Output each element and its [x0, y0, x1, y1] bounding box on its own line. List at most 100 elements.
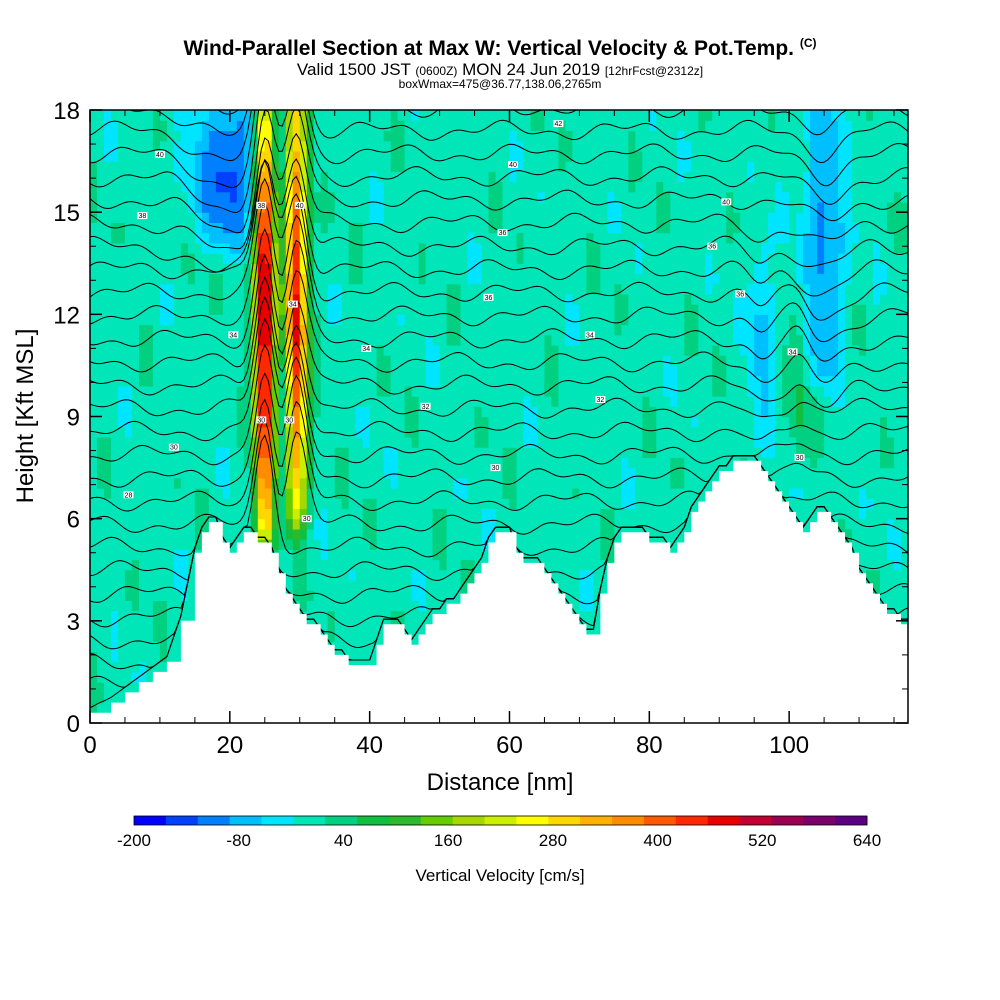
- velocity-cell: [502, 498, 511, 510]
- velocity-cell: [572, 212, 580, 223]
- velocity-cell: [229, 447, 238, 458]
- velocity-cell: [467, 426, 476, 438]
- velocity-cell: [124, 569, 133, 581]
- velocity-cell: [642, 344, 650, 356]
- velocity-cell: [348, 242, 357, 254]
- velocity-cell: [614, 130, 622, 142]
- velocity-cell: [656, 355, 664, 367]
- velocity-cell: [313, 212, 322, 223]
- velocity-cell: [229, 150, 238, 162]
- velocity-cell: [663, 314, 671, 326]
- velocity-cell: [495, 120, 504, 132]
- velocity-cell: [180, 477, 189, 489]
- velocity-cell: [264, 528, 273, 540]
- velocity-cell: [390, 365, 399, 377]
- velocity-cell: [285, 498, 294, 510]
- velocity-cell: [208, 498, 217, 510]
- velocity-cell: [96, 661, 105, 673]
- velocity-cell: [488, 334, 497, 346]
- velocity-cell: [145, 396, 154, 407]
- velocity-cell: [124, 304, 133, 315]
- velocity-cell: [390, 518, 399, 530]
- velocity-cell: [432, 508, 441, 520]
- velocity-cell: [285, 528, 294, 540]
- velocity-cell: [313, 436, 322, 448]
- velocity-cell: [614, 283, 622, 295]
- velocity-cell: [369, 191, 378, 203]
- velocity-cell: [278, 457, 287, 469]
- velocity-cell: [320, 140, 329, 152]
- velocity-cell: [124, 559, 133, 571]
- velocity-cell: [488, 181, 497, 193]
- velocity-cell: [110, 559, 119, 571]
- velocity-cell: [551, 477, 560, 489]
- velocity-cell: [537, 140, 546, 152]
- velocity-cell: [187, 436, 196, 448]
- velocity-cell: [614, 293, 622, 305]
- velocity-cell: [390, 120, 399, 132]
- velocity-cell: [383, 344, 392, 356]
- velocity-cell: [208, 406, 217, 418]
- velocity-cell: [642, 334, 650, 346]
- velocity-cell: [376, 498, 385, 510]
- velocity-cell: [544, 498, 553, 510]
- velocity-cell: [96, 385, 105, 397]
- velocity-cell: [621, 242, 629, 254]
- velocity-cell: [579, 314, 587, 326]
- velocity-cell: [110, 314, 119, 326]
- velocity-cell: [138, 671, 147, 683]
- velocity-cell: [642, 110, 650, 121]
- velocity-cell: [404, 579, 413, 591]
- velocity-cell: [362, 436, 371, 448]
- velocity-cell: [383, 477, 392, 489]
- velocity-cell: [481, 426, 490, 438]
- velocity-cell: [649, 140, 657, 152]
- velocity-cell: [215, 436, 224, 448]
- velocity-cell: [306, 498, 315, 510]
- velocity-cell: [607, 539, 615, 550]
- velocity-cell: [90, 457, 98, 469]
- velocity-cell: [362, 334, 371, 346]
- velocity-cell: [481, 212, 490, 223]
- velocity-cell: [131, 610, 140, 622]
- velocity-cell: [173, 293, 182, 305]
- velocity-cell: [460, 181, 469, 193]
- velocity-cell: [334, 569, 343, 581]
- velocity-cell: [271, 457, 280, 469]
- velocity-cell: [117, 631, 126, 642]
- velocity-cell: [152, 171, 161, 183]
- velocity-cell: [516, 344, 525, 356]
- velocity-cell: [96, 477, 105, 489]
- velocity-cell: [264, 467, 273, 479]
- velocity-cell: [642, 426, 650, 438]
- velocity-cell: [138, 416, 147, 428]
- velocity-cell: [180, 447, 189, 458]
- velocity-cell: [579, 150, 587, 162]
- velocity-cell: [579, 110, 587, 121]
- velocity-cell: [467, 324, 476, 336]
- velocity-cell: [124, 447, 133, 458]
- velocity-cell: [145, 161, 154, 172]
- velocity-cell: [138, 406, 147, 418]
- velocity-cell: [124, 508, 133, 520]
- velocity-cell: [187, 396, 196, 407]
- velocity-cell: [152, 406, 161, 418]
- velocity-cell: [180, 181, 189, 193]
- velocity-cell: [103, 314, 112, 326]
- velocity-cell: [418, 181, 427, 193]
- velocity-cell: [264, 314, 273, 326]
- velocity-cell: [649, 488, 657, 499]
- velocity-cell: [425, 120, 434, 132]
- velocity-cell: [187, 130, 196, 142]
- velocity-cell: [642, 447, 650, 458]
- velocity-cell: [292, 528, 301, 540]
- velocity-cell: [96, 355, 105, 367]
- velocity-cell: [432, 344, 441, 356]
- velocity-cell: [90, 641, 98, 653]
- velocity-cell: [432, 253, 441, 264]
- velocity-cell: [278, 559, 287, 571]
- velocity-cell: [215, 130, 224, 142]
- velocity-cell: [488, 120, 497, 132]
- velocity-cell: [467, 559, 476, 571]
- velocity-cell: [523, 181, 532, 193]
